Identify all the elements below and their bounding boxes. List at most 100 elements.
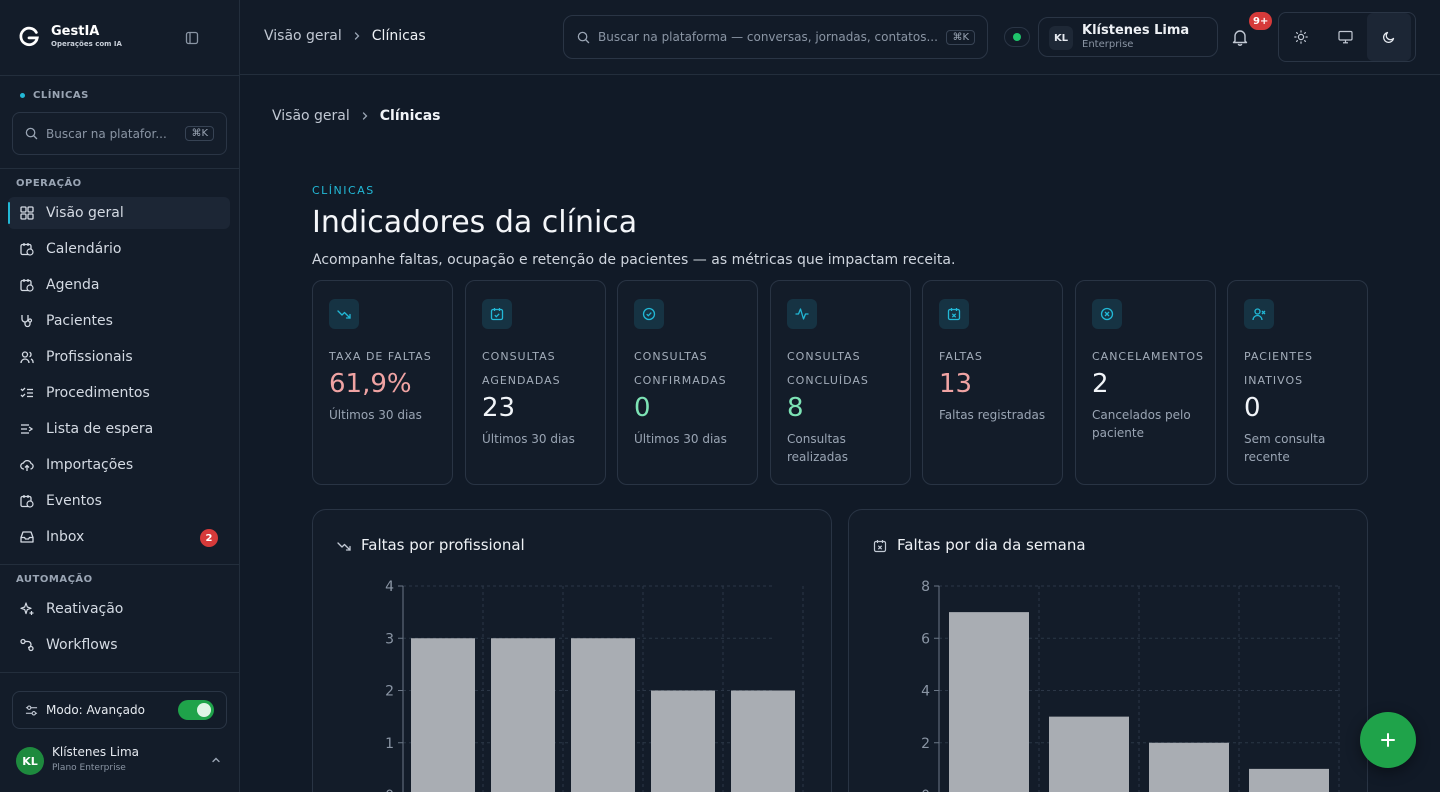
advanced-mode-toggle[interactable] bbox=[178, 700, 214, 720]
theme-dark-button[interactable] bbox=[1367, 13, 1411, 61]
y-tick-label: 8 bbox=[921, 579, 930, 595]
bar-chart-faltas-por-profissional: 0 1 2 3 4 bbox=[385, 579, 804, 792]
y-tick-label: 2 bbox=[921, 736, 930, 752]
kpi-label: TAXA DE FALTAS bbox=[329, 350, 432, 363]
sidebar-item-lista-de-espera[interactable]: Lista de espera bbox=[8, 413, 230, 445]
theme-system-button[interactable] bbox=[1323, 13, 1367, 61]
kpi-card-faltas: FALTAS 13 Faltas registradas bbox=[922, 280, 1063, 485]
global-search-input[interactable]: Buscar na plataforma — conversas, jornad… bbox=[563, 15, 988, 59]
kpi-card-consultas-concluidas: CONSULTAS CONCLUÍDAS 8 Consultas realiza… bbox=[770, 280, 911, 485]
bell-icon[interactable] bbox=[1230, 27, 1250, 47]
y-tick-label: 4 bbox=[921, 684, 930, 700]
group-label-operacao: OPERAÇÃO bbox=[16, 178, 82, 189]
mode-label: Modo: Avançado bbox=[46, 703, 145, 717]
y-tick-label: 2 bbox=[385, 684, 394, 700]
sidebar-item-profissionais[interactable]: Profissionais bbox=[8, 341, 230, 373]
bar bbox=[1049, 716, 1129, 792]
inbox-icon bbox=[20, 530, 34, 544]
kpi-subtext: Últimos 30 dias bbox=[634, 432, 727, 446]
global-search-shortcut: ⌘K bbox=[946, 29, 975, 45]
brand: GestIA Operações com IA bbox=[0, 0, 239, 76]
sidebar-item-label: Inbox bbox=[46, 529, 85, 545]
chevron-right-icon bbox=[354, 32, 360, 40]
sparkles-icon bbox=[20, 602, 34, 616]
page-title: Indicadores da clínica bbox=[312, 205, 638, 240]
page-description: Acompanhe faltas, ocupação e retenção de… bbox=[312, 252, 956, 268]
bar bbox=[411, 638, 475, 792]
sidebar-item-pacientes[interactable]: Pacientes bbox=[8, 305, 230, 337]
search-icon bbox=[577, 31, 590, 43]
chart-card-faltas-por-dia-da-semana: Faltas por dia da semana 0 2 4 6 8 bbox=[848, 509, 1368, 792]
chevron-right-icon bbox=[362, 112, 368, 120]
sidebar-user-plan: Plano Enterprise bbox=[52, 763, 126, 773]
cloud-upload-icon bbox=[20, 458, 34, 472]
moon-icon bbox=[1382, 31, 1395, 44]
chart-card-faltas-por-profissional: Faltas por profissional 0 1 2 3 4 bbox=[312, 509, 832, 792]
users-icon bbox=[20, 350, 34, 364]
kpi-card-consultas-confirmadas: CONSULTAS CONFIRMADAS 0 Últimos 30 dias bbox=[617, 280, 758, 485]
page-breadcrumb-link[interactable]: Visão geral bbox=[272, 108, 350, 124]
bar bbox=[1249, 768, 1329, 792]
grid-icon bbox=[20, 206, 34, 220]
user-plan: Enterprise bbox=[1082, 39, 1134, 50]
breadcrumb-current: Clínicas bbox=[371, 28, 426, 44]
sidebar-collapse-button[interactable] bbox=[182, 28, 202, 48]
sidebar-item-agenda[interactable]: Agenda bbox=[8, 269, 230, 301]
user-x-icon bbox=[1244, 299, 1274, 329]
workflow-icon bbox=[20, 638, 34, 652]
kpi-label: FALTAS bbox=[939, 350, 983, 363]
bar bbox=[949, 612, 1029, 792]
sidebar-item-visao-geral[interactable]: Visão geral bbox=[8, 197, 230, 229]
calendar-x-icon bbox=[939, 299, 969, 329]
activity-icon bbox=[787, 299, 817, 329]
bar bbox=[651, 690, 715, 792]
chart-title: Faltas por dia da semana bbox=[897, 536, 1086, 554]
sidebar-item-label: Visão geral bbox=[46, 205, 124, 221]
topbar: Visão geral Clínicas Buscar na plataform… bbox=[240, 0, 1440, 75]
avatar: KL bbox=[1049, 26, 1073, 50]
list-arrow-icon bbox=[20, 422, 34, 436]
user-name: Klístenes Lima bbox=[1082, 23, 1190, 38]
kpi-label: PACIENTES INATIVOS bbox=[1244, 350, 1314, 387]
stethoscope-icon bbox=[20, 314, 34, 328]
sidebar-item-importacoes[interactable]: Importações bbox=[8, 449, 230, 481]
sidebar-item-calendario[interactable]: Calendário bbox=[8, 233, 230, 265]
monitor-icon bbox=[1337, 30, 1353, 44]
kpi-value: 0 bbox=[634, 393, 651, 423]
kpi-card-taxa-de-faltas: TAXA DE FALTAS 61,9% Últimos 30 dias bbox=[312, 280, 453, 485]
sidebar-divider bbox=[0, 168, 239, 169]
mode-toggle-row: Modo: Avançado bbox=[12, 691, 227, 729]
add-button[interactable] bbox=[1360, 712, 1416, 768]
theme-switcher bbox=[1278, 12, 1416, 62]
sidebar-item-label: Workflows bbox=[46, 637, 118, 653]
sidebar-item-inbox[interactable]: Inbox 2 bbox=[8, 521, 230, 553]
bar bbox=[571, 638, 635, 792]
sidebar-item-procedimentos[interactable]: Procedimentos bbox=[8, 377, 230, 409]
y-tick-label: 3 bbox=[385, 631, 394, 647]
sliders-icon bbox=[25, 704, 38, 716]
breadcrumb-link-visao-geral[interactable]: Visão geral bbox=[264, 28, 342, 44]
sidebar-item-workflows[interactable]: Workflows bbox=[8, 629, 230, 661]
sidebar-item-label: Lista de espera bbox=[46, 421, 154, 437]
kpi-subtext: Últimos 30 dias bbox=[482, 432, 575, 446]
sidebar-item-label: Calendário bbox=[46, 241, 122, 257]
kpi-subtext: Consultas realizadas bbox=[787, 432, 848, 464]
list-checks-icon bbox=[20, 386, 34, 400]
kpi-subtext: Faltas registradas bbox=[939, 408, 1046, 422]
circle-check-icon bbox=[634, 299, 664, 329]
trending-down-icon bbox=[337, 542, 351, 551]
y-tick-label: 1 bbox=[385, 736, 394, 752]
kpi-value: 2 bbox=[1092, 369, 1109, 399]
sidebar-user-menu[interactable]: KL Klístenes Lima Plano Enterprise bbox=[16, 744, 226, 778]
sidebar-item-eventos[interactable]: Eventos bbox=[8, 485, 230, 517]
sidebar-item-label: Profissionais bbox=[46, 349, 133, 365]
inbox-count-badge: 2 bbox=[200, 529, 218, 547]
kpi-card-consultas-agendadas: CONSULTAS AGENDADAS 23 Últimos 30 dias bbox=[465, 280, 606, 485]
sidebar-search-shortcut: ⌘K bbox=[185, 126, 214, 141]
kpi-value: 8 bbox=[787, 393, 804, 423]
sidebar-search-input[interactable]: Buscar na platafor... ⌘K bbox=[12, 112, 227, 155]
sidebar-item-reativacao[interactable]: Reativação bbox=[8, 593, 230, 625]
theme-light-button[interactable] bbox=[1279, 13, 1323, 61]
gestia-logo-icon bbox=[19, 26, 39, 47]
user-menu-button[interactable]: KL Klístenes Lima Enterprise bbox=[1038, 17, 1218, 57]
